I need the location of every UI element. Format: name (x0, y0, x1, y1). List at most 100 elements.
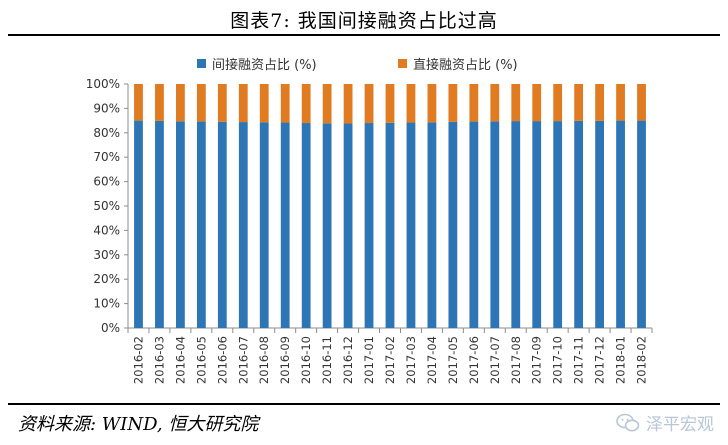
y-tick-label: 20% (93, 272, 120, 286)
bar-direct (490, 84, 500, 122)
bar-direct (385, 84, 395, 123)
bar-indirect (385, 122, 395, 329)
bar-direct (448, 84, 458, 122)
bar-direct (574, 84, 584, 121)
bar-indirect (364, 123, 374, 328)
bar-direct (364, 84, 374, 124)
x-tick-label: 2016-08 (257, 336, 271, 384)
bar-indirect (595, 120, 605, 329)
bar-direct (343, 84, 353, 124)
footer-divider (8, 403, 720, 405)
bar-indirect (511, 121, 521, 328)
y-tick-label: 70% (93, 150, 120, 164)
x-tick-label: 2018-01 (614, 336, 628, 384)
bar-indirect (427, 122, 437, 328)
bar-indirect (553, 121, 563, 328)
watermark-text: 泽平宏观 (646, 415, 714, 435)
bar-indirect (322, 123, 332, 328)
watermark: 泽平宏观 (616, 410, 714, 435)
x-tick-label: 2016-09 (278, 336, 292, 384)
bar-direct (301, 84, 311, 124)
x-tick-label: 2017-09 (530, 336, 544, 384)
bar-indirect (637, 120, 646, 328)
bar-indirect (175, 121, 185, 328)
bar-direct (322, 84, 332, 124)
bar-indirect (616, 120, 625, 328)
legend-item-direct: 直接融资占比 (%) (398, 54, 518, 73)
y-tick-label: 60% (93, 175, 120, 189)
chart-plot: 0% 10% 20% 30% 40% 50% 60% 70% 80% 90% 100% 2016-02… (86, 77, 653, 384)
figure-title-bar: 图表7: 我国间接融资占比过高 (8, 2, 720, 36)
x-tick-label: 2017-01 (362, 336, 376, 384)
x-tick-label: 2017-06 (467, 336, 481, 384)
bar-indirect (280, 122, 290, 328)
bar-indirect (532, 121, 542, 328)
x-tick-label: 2016-05 (194, 336, 208, 384)
bar-indirect (448, 121, 458, 328)
x-tick-label: 2017-05 (446, 336, 460, 384)
x-tick-label: 2016-07 (236, 336, 250, 384)
x-tick-label: 2016-10 (299, 336, 313, 384)
bar-direct (196, 84, 206, 122)
y-tick-label: 30% (93, 248, 120, 262)
x-tick-label: 2017-07 (488, 336, 502, 384)
bar-indirect (490, 121, 500, 328)
bar-indirect (469, 121, 479, 329)
x-tick-label: 2017-08 (509, 336, 523, 384)
bar-indirect (238, 122, 248, 329)
x-tick-label: 2016-11 (320, 336, 334, 384)
bar-direct (595, 84, 605, 121)
chart-title: 图表7: 我国间接融资占比过高 (230, 10, 498, 32)
y-tick-label: 50% (93, 199, 120, 213)
bar-direct (134, 84, 143, 121)
bar-direct (175, 84, 185, 122)
y-tick-label: 10% (93, 297, 120, 311)
x-tick-label: 2017-04 (425, 336, 439, 384)
bar-indirect (196, 121, 206, 329)
bar-indirect (574, 120, 584, 329)
x-tick-label: 2016-03 (152, 336, 166, 384)
x-tick-label: 2017-12 (593, 336, 607, 384)
bar-direct (427, 84, 437, 123)
x-tick-label: 2017-10 (551, 336, 565, 384)
bar-indirect (406, 122, 416, 328)
x-tick-label: 2018-02 (635, 336, 649, 384)
bar-indirect (134, 120, 143, 328)
x-tick-label: 2016-12 (341, 336, 355, 384)
bar-indirect (155, 120, 164, 329)
bar-direct (532, 84, 542, 122)
x-tick-label: 2016-02 (131, 336, 145, 384)
legend-swatch-indirect (197, 59, 206, 68)
x-tick-label: 2016-04 (173, 336, 187, 384)
source-note: 资料来源: WIND, 恒大研究院 (18, 414, 259, 435)
legend-swatch-direct (398, 59, 407, 68)
chart-legend: 间接融资占比 (%) 直接融资占比 (%) (0, 54, 728, 74)
bar-direct (259, 84, 269, 123)
bar-direct (553, 84, 563, 122)
y-tick-label: 90% (93, 101, 120, 115)
x-tick-label: 2017-03 (404, 336, 418, 384)
bar-direct (511, 84, 521, 122)
legend-label-indirect: 间接融资占比 (%) (212, 58, 317, 73)
legend-label-direct: 直接融资占比 (%) (413, 58, 518, 73)
wechat-icon (616, 413, 640, 431)
y-tick-label: 40% (93, 223, 120, 237)
y-tick-label: 80% (93, 126, 120, 140)
x-tick-label: 2016-06 (215, 336, 229, 384)
bar-direct (616, 84, 625, 121)
x-tick-label: 2017-02 (383, 336, 397, 384)
legend-item-indirect: 间接融资占比 (%) (197, 54, 317, 73)
bar-direct (217, 84, 227, 122)
bar-indirect (301, 123, 311, 328)
bar-direct (238, 84, 248, 123)
y-tick-label: 100% (86, 77, 120, 91)
bar-direct (469, 84, 479, 122)
bar-indirect (217, 121, 227, 328)
bar-direct (406, 84, 416, 123)
bar-direct (280, 84, 290, 123)
y-tick-label: 0% (101, 321, 120, 335)
x-tick-label: 2017-11 (572, 336, 586, 384)
bar-direct (155, 84, 164, 121)
bar-direct (637, 84, 646, 121)
bar-indirect (343, 123, 353, 328)
